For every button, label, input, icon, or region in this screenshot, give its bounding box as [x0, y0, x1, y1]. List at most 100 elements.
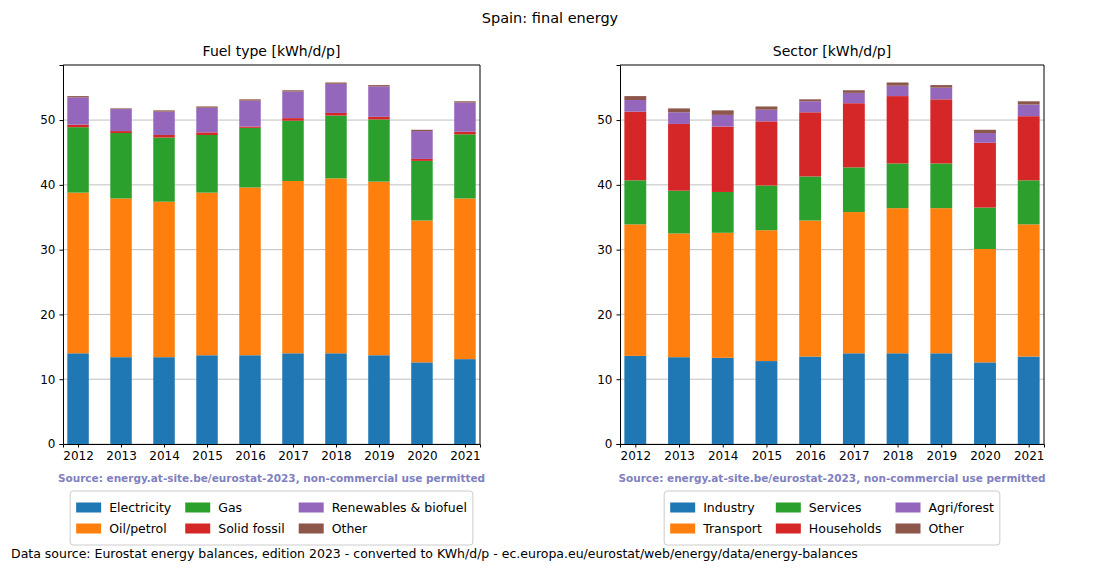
y-tick-label: 30 [597, 243, 612, 257]
legend: IndustryTransportServicesHouseholdsAgri/… [664, 491, 1000, 545]
bar [843, 212, 865, 353]
legend-swatch [776, 524, 801, 534]
bar-series [624, 96, 1039, 207]
legend-label: Oil/petrol [109, 521, 167, 536]
bar [196, 355, 217, 444]
x-tick-mark [1029, 444, 1030, 448]
x-tick-label: 2013 [106, 449, 137, 463]
bar [843, 167, 865, 212]
x-axis: 2012201320142015201620172018201920202021 [621, 444, 1045, 463]
legend-box [70, 491, 473, 545]
y-tick-label: 50 [597, 113, 612, 127]
bar [325, 84, 346, 113]
x-tick: 2012 [63, 444, 94, 463]
bar [843, 93, 865, 103]
bar [799, 101, 821, 112]
legend-item: Industry [670, 500, 755, 515]
x-tick-mark [250, 444, 251, 448]
legend-swatch [896, 524, 921, 534]
bar [930, 163, 952, 208]
legend-item: Households [776, 521, 882, 536]
bar [110, 198, 131, 357]
legend-label: Renewables & biofuel [332, 500, 467, 515]
bar [196, 108, 217, 133]
x-tick-label: 2017 [839, 449, 870, 463]
legend-item: Electricity [76, 500, 172, 515]
y-tick-label: 0 [48, 437, 56, 451]
bar [411, 362, 432, 444]
bar [799, 220, 821, 356]
frame-top [63, 65, 480, 66]
x-tick-label: 2012 [621, 449, 652, 463]
y-tick-mark [60, 250, 64, 251]
bar [110, 109, 131, 131]
legend-label: Transport [702, 521, 762, 536]
bar [799, 112, 821, 176]
bar [368, 355, 389, 444]
bar [1018, 180, 1040, 224]
bar [196, 106, 217, 107]
x-tick: 2014 [149, 444, 180, 463]
bar [239, 127, 260, 128]
bar-series [624, 353, 1039, 444]
legend-swatch [185, 503, 210, 513]
x-tick-label: 2014 [149, 449, 180, 463]
legend-item: Solid fossil [185, 521, 284, 536]
legend-swatch [670, 524, 695, 534]
bar [411, 131, 432, 159]
frame-right [1044, 65, 1045, 444]
bar [712, 192, 734, 233]
bar [282, 92, 303, 119]
bar [67, 127, 88, 192]
bar [454, 103, 475, 132]
bar-series [624, 82, 1039, 133]
bar [153, 202, 174, 357]
bar [282, 121, 303, 181]
bar [110, 357, 131, 444]
x-tick-label: 2020 [970, 449, 1001, 463]
x-tick-mark [164, 444, 165, 448]
x-tick-label: 2021 [450, 449, 481, 463]
legend-item: Other [896, 521, 965, 536]
y-tick-mark [617, 379, 621, 380]
bar [668, 191, 690, 234]
legend-box [664, 491, 1000, 545]
legend-item: Renewables & biofuel [299, 500, 467, 515]
bar [843, 90, 865, 93]
bar [624, 100, 646, 112]
legend-item: Oil/petrol [76, 521, 167, 536]
bar-series [67, 84, 475, 159]
bar [411, 220, 432, 362]
legend-swatch [299, 524, 324, 534]
x-tick-mark [422, 444, 423, 448]
bar [282, 353, 303, 444]
x-tick-mark [679, 444, 680, 448]
bar [974, 362, 996, 444]
x-tick-mark [898, 444, 899, 448]
x-tick-mark [121, 444, 122, 448]
y-tick-label: 50 [40, 113, 55, 127]
bar [887, 163, 909, 208]
legend-swatch [76, 524, 101, 534]
x-tick: 2014 [708, 444, 739, 463]
x-tick-mark [78, 444, 79, 448]
chart-panel: 0102030405020122013201420152016201720182… [40, 43, 485, 545]
bar [454, 359, 475, 444]
x-tick-mark [336, 444, 337, 448]
x-axis: 2012201320142015201620172018201920202021 [63, 444, 480, 463]
legend-label: Industry [703, 500, 755, 515]
x-tick-mark [379, 444, 380, 448]
bar [624, 96, 646, 100]
x-tick: 2016 [795, 444, 826, 463]
figure: Spain: final energyData source: Eurostat… [0, 0, 1100, 572]
bar [239, 128, 260, 188]
legend-item: Transport [670, 521, 762, 536]
y-tick: 20 [40, 308, 63, 322]
legend-label: Households [809, 521, 882, 536]
bar [974, 249, 996, 362]
bar [624, 112, 646, 181]
bar [624, 224, 646, 356]
bar [799, 99, 821, 101]
x-tick: 2019 [364, 444, 395, 463]
bar [843, 353, 865, 444]
